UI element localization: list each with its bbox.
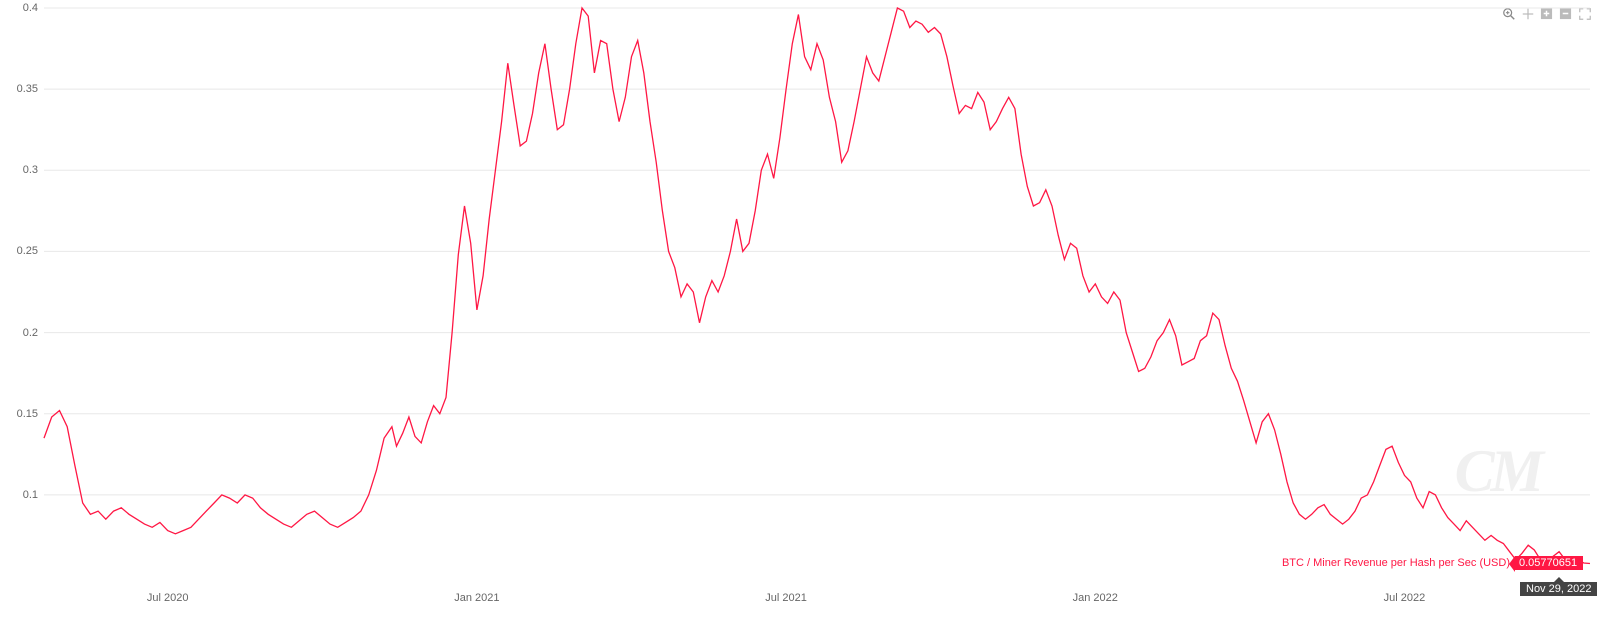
y-tick-label: 0.35 xyxy=(17,83,38,95)
y-tick-label: 0.4 xyxy=(23,2,38,14)
y-tick-label: 0.2 xyxy=(23,327,38,339)
y-tick-label: 0.1 xyxy=(23,489,38,501)
chart-plot[interactable] xyxy=(0,0,1600,626)
x-tick-label: Jul 2020 xyxy=(147,592,189,604)
x-tick-label: Jan 2021 xyxy=(454,592,499,604)
chart-container: CM 0.10.150.20.250.30.350.4 Jul 2020Jan … xyxy=(0,0,1600,626)
y-tick-label: 0.25 xyxy=(17,245,38,257)
series-label: BTC / Miner Revenue per Hash per Sec (US… xyxy=(1282,557,1510,569)
y-tick-label: 0.3 xyxy=(23,164,38,176)
x-tick-label: Jul 2022 xyxy=(1384,592,1426,604)
series-line xyxy=(44,8,1590,564)
y-tick-label: 0.15 xyxy=(17,408,38,420)
date-badge: Nov 29, 2022 xyxy=(1520,582,1597,596)
x-tick-label: Jul 2021 xyxy=(765,592,807,604)
value-badge: 0.05770651 xyxy=(1515,556,1583,570)
x-tick-label: Jan 2022 xyxy=(1073,592,1118,604)
